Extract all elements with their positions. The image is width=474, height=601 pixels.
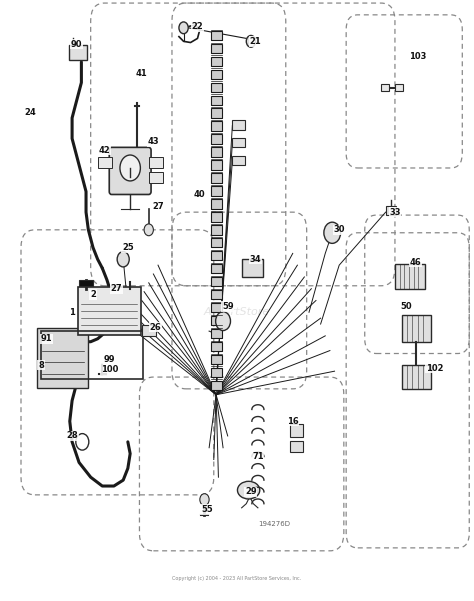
Bar — [210, 109, 222, 118]
Text: 50: 50 — [401, 302, 412, 311]
Text: 22: 22 — [191, 22, 203, 31]
Bar — [210, 186, 222, 196]
Bar — [210, 225, 222, 234]
Bar — [210, 368, 222, 377]
Text: 99: 99 — [103, 355, 115, 364]
Text: 91: 91 — [41, 334, 52, 343]
Text: 30: 30 — [333, 225, 345, 234]
Text: 26: 26 — [150, 323, 162, 332]
Bar — [149, 157, 163, 168]
Bar — [210, 56, 222, 66]
Bar — [210, 121, 222, 131]
Text: 8: 8 — [38, 361, 44, 370]
Text: 34: 34 — [250, 255, 261, 264]
Bar — [386, 206, 396, 215]
Text: 21: 21 — [250, 37, 262, 46]
Bar — [210, 31, 222, 40]
Text: 27: 27 — [152, 202, 164, 211]
Bar — [98, 157, 111, 168]
Text: 46: 46 — [410, 258, 422, 267]
Text: 102: 102 — [426, 364, 443, 373]
Bar — [210, 160, 222, 169]
Text: 40: 40 — [194, 190, 206, 199]
Bar — [395, 264, 425, 288]
Bar — [210, 238, 222, 248]
Bar — [210, 277, 222, 286]
Text: 1: 1 — [69, 308, 75, 317]
Bar — [232, 138, 246, 147]
Bar — [210, 70, 222, 79]
Text: 24: 24 — [25, 108, 36, 117]
Bar — [149, 172, 163, 183]
Text: 194276D: 194276D — [258, 521, 290, 527]
Bar — [232, 156, 246, 165]
Text: 41: 41 — [136, 69, 147, 78]
Bar — [210, 264, 222, 273]
Text: 27: 27 — [110, 284, 122, 293]
Text: 100: 100 — [100, 365, 118, 374]
Bar — [79, 280, 93, 285]
Ellipse shape — [237, 481, 260, 499]
Text: 33: 33 — [389, 208, 401, 216]
Bar — [210, 212, 222, 222]
FancyBboxPatch shape — [78, 287, 141, 335]
Bar — [291, 424, 303, 437]
Bar — [210, 355, 222, 364]
Bar — [210, 173, 222, 183]
Bar — [210, 380, 222, 390]
Text: 2: 2 — [90, 290, 96, 299]
Text: 103: 103 — [410, 52, 427, 61]
Text: 43: 43 — [147, 137, 159, 146]
Bar — [242, 259, 263, 277]
Text: 59: 59 — [222, 302, 234, 311]
Bar — [381, 84, 389, 91]
Bar — [210, 303, 222, 313]
Text: AllPartStore: AllPartStore — [204, 307, 270, 317]
Bar — [291, 441, 303, 453]
Text: 55: 55 — [201, 505, 213, 514]
Circle shape — [120, 155, 140, 181]
Bar — [210, 316, 222, 325]
Circle shape — [117, 252, 129, 267]
Text: 42: 42 — [99, 146, 110, 155]
Bar — [402, 315, 431, 342]
Circle shape — [200, 493, 209, 505]
Bar — [210, 147, 222, 157]
Bar — [142, 325, 155, 336]
Circle shape — [246, 35, 255, 47]
FancyBboxPatch shape — [69, 45, 87, 60]
Bar — [210, 342, 222, 351]
Bar — [210, 251, 222, 260]
Bar — [210, 82, 222, 92]
Bar — [210, 96, 222, 105]
Text: Copyright (c) 2004 - 2023 All PartStore Services, Inc.: Copyright (c) 2004 - 2023 All PartStore … — [173, 576, 301, 581]
Text: 16: 16 — [287, 416, 299, 426]
Bar — [210, 135, 222, 144]
Text: 25: 25 — [122, 243, 134, 252]
Bar — [232, 120, 246, 130]
Circle shape — [216, 312, 230, 331]
Text: 71: 71 — [252, 452, 264, 461]
Bar — [210, 290, 222, 299]
Text: 29: 29 — [245, 487, 257, 496]
Circle shape — [324, 222, 341, 243]
Circle shape — [179, 22, 188, 34]
FancyBboxPatch shape — [109, 147, 151, 195]
FancyBboxPatch shape — [37, 328, 88, 388]
Bar — [395, 84, 403, 91]
Text: 28: 28 — [66, 432, 78, 441]
Circle shape — [144, 224, 154, 236]
Bar — [210, 44, 222, 53]
Bar — [210, 329, 222, 338]
Text: 90: 90 — [71, 40, 82, 49]
Bar — [210, 199, 222, 209]
Bar — [402, 365, 431, 389]
